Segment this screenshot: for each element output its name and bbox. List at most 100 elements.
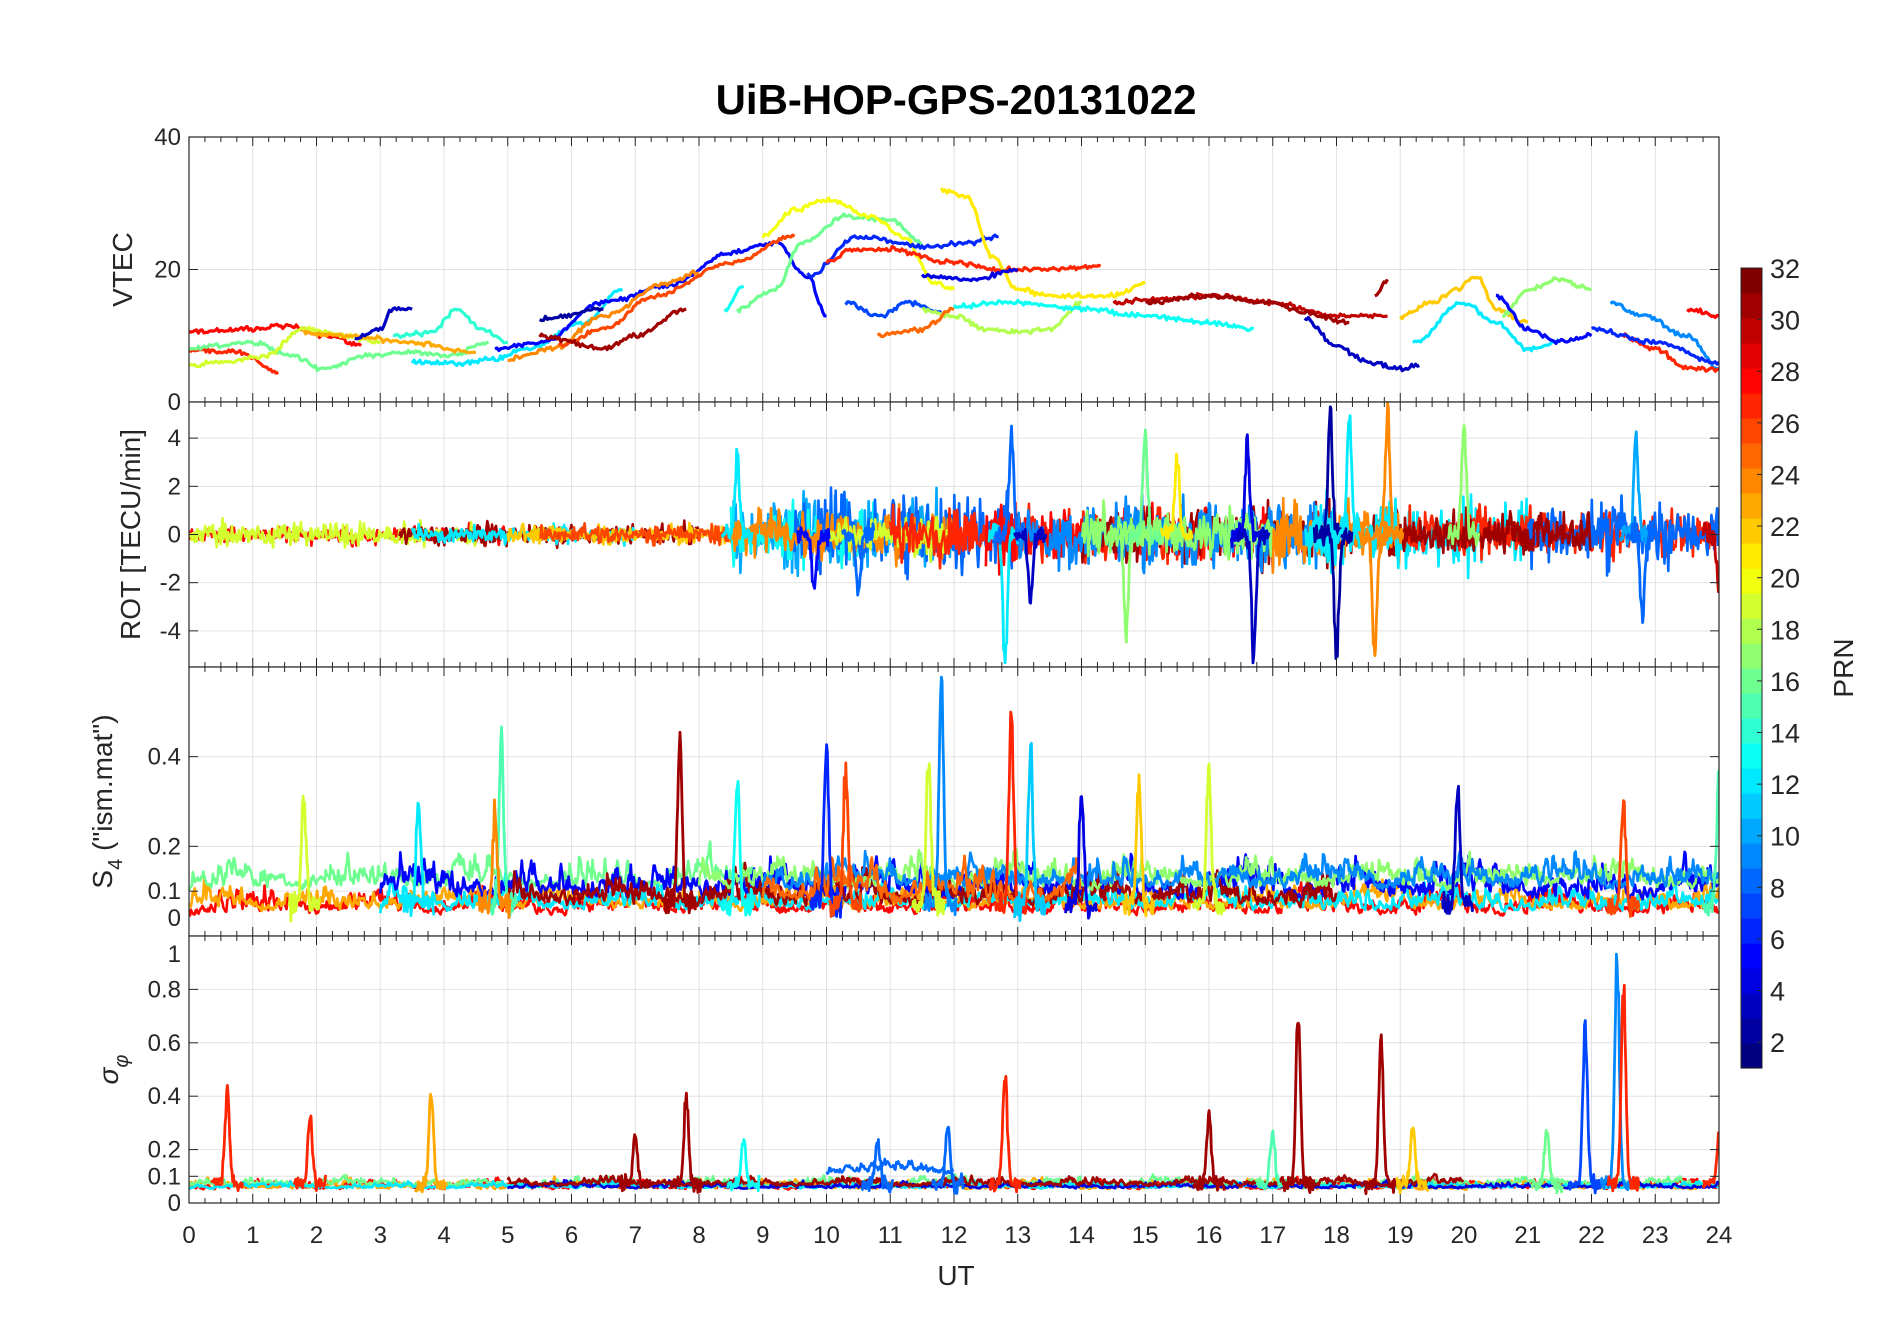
- colorbar-tick-label: 12: [1770, 770, 1800, 800]
- colorbar-tick-label: 26: [1770, 409, 1800, 439]
- colorbar-band-prn-22: [1741, 518, 1762, 544]
- series-line-prn-9: [1599, 952, 1634, 1192]
- series-line-prn-8: [841, 522, 876, 597]
- series-line-prn-16: [735, 212, 923, 314]
- colorbar-band-prn-24: [1741, 468, 1762, 494]
- series-line-prn-31: [668, 1091, 704, 1194]
- series-line-prn-20: [761, 196, 956, 291]
- y-tick-label: 0: [168, 522, 181, 549]
- series-line-prn-19: [911, 762, 946, 917]
- colorbar-tick-label: 14: [1770, 719, 1800, 749]
- series-line-prn-15: [484, 725, 519, 918]
- series-line-prn-27: [994, 710, 1029, 920]
- series-line-prn-31: [662, 730, 697, 915]
- series-line-prn-22: [1395, 1126, 1430, 1195]
- series-line-prn-6: [1591, 326, 1719, 366]
- x-tick-label: 7: [629, 1222, 642, 1249]
- colorbar-band-prn-18: [1741, 618, 1762, 644]
- series-line-prn-12: [720, 447, 754, 542]
- colorbar-band-prn-30: [1741, 318, 1762, 344]
- series-line-prn-21: [939, 187, 1146, 300]
- series-line-prn-23: [414, 1092, 448, 1194]
- series-line-prn-12: [379, 871, 1719, 914]
- x-tick-label: 2: [310, 1222, 323, 1249]
- chart-title: UiB-HOP-GPS-20131022: [716, 76, 1197, 123]
- colorbar-band-prn-31: [1741, 293, 1762, 319]
- y-axis-label-sigma: σφ: [93, 1055, 133, 1085]
- colorbar-band-prn-23: [1741, 493, 1762, 519]
- series-line-prn-31: [1280, 1021, 1316, 1194]
- series-line-prn-7: [1567, 1019, 1602, 1195]
- colorbar-tick-label: 32: [1770, 254, 1800, 284]
- y-tick-label: 4: [168, 425, 181, 452]
- series-line-prn-31: [1399, 506, 1592, 556]
- colorbar-band-prn-29: [1741, 343, 1762, 369]
- x-tick-label: 22: [1578, 1222, 1605, 1249]
- x-tick-label: 3: [374, 1222, 387, 1249]
- x-tick-label: 15: [1132, 1222, 1159, 1249]
- series-line-prn-31: [618, 1133, 653, 1193]
- y-tick-label: 0.1: [148, 1163, 181, 1190]
- y-label-tail: ("ism.mat"): [87, 714, 118, 858]
- series-line-prn-5: [1495, 293, 1593, 345]
- colorbar-tick-label: 22: [1770, 512, 1800, 542]
- x-tick-label: 0: [182, 1222, 195, 1249]
- series-line-prn-4: [920, 267, 1019, 283]
- colorbar-tick-label: 16: [1770, 667, 1800, 697]
- series-line-prn-27: [1606, 983, 1641, 1193]
- series-line-prn-8: [994, 424, 1028, 545]
- x-tick-label: 8: [692, 1222, 705, 1249]
- series-line-prn-27: [210, 1084, 245, 1192]
- colorbar-band-prn-11: [1741, 793, 1762, 819]
- series-line-prn-24: [477, 798, 512, 920]
- y-tick-label: 2: [168, 473, 181, 500]
- series-line-prn-27: [292, 1114, 327, 1192]
- x-tick-label: 9: [756, 1222, 769, 1249]
- colorbar-tick-label: 8: [1770, 873, 1785, 903]
- x-tick-label: 21: [1514, 1222, 1541, 1249]
- y-tick-label: 0.2: [148, 833, 181, 860]
- series-line-prn-22: [1121, 773, 1156, 918]
- colorbar-tick-label: 24: [1770, 460, 1800, 490]
- series-line-prn-3: [1236, 526, 1271, 665]
- colorbar-tick-label: 6: [1770, 925, 1785, 955]
- series-line-prn-8: [931, 1125, 965, 1195]
- series-line-prn-8: [1625, 522, 1660, 624]
- series-line-prn-8: [825, 1157, 955, 1175]
- colorbar-band-prn-14: [1741, 718, 1762, 744]
- series-line-prn-4: [1229, 433, 1265, 549]
- x-tick-label: 18: [1323, 1222, 1350, 1249]
- series-line-prn-3: [1303, 315, 1420, 373]
- y-tick-label: -2: [160, 570, 181, 597]
- y-tick-label: 0.4: [148, 1083, 181, 1110]
- y-tick-label: 0.4: [148, 744, 181, 771]
- series-line-prn-28: [1686, 307, 1719, 319]
- y-tick-label: 40: [154, 124, 181, 151]
- panel-vtec: 0 20 40 VTEC: [107, 124, 1720, 416]
- series-line-prn-18: [921, 300, 1082, 335]
- series-line-prn-31: [1145, 292, 1350, 326]
- colorbar-tick-label: 30: [1770, 306, 1800, 336]
- series-line-prn-26: [557, 233, 796, 348]
- colorbar-band-prn-3: [1741, 993, 1762, 1019]
- colorbar-band-prn-16: [1741, 668, 1762, 694]
- x-tick-label: 17: [1259, 1222, 1286, 1249]
- series-line-prn-8: [860, 1138, 895, 1194]
- series-line-prn-24: [507, 269, 700, 363]
- y-tick-label: 0.2: [148, 1137, 181, 1164]
- y-axis-label-rot: ROT [TECU/min]: [115, 429, 146, 640]
- series-line-prn-3: [1013, 526, 1048, 605]
- colorbar-band-prn-21: [1741, 543, 1762, 569]
- series-line-prn-13: [726, 1138, 761, 1193]
- series-line-prn-16: [1530, 1128, 1564, 1195]
- series-line-prn-14: [392, 307, 508, 345]
- series-line-prn-13: [723, 284, 745, 313]
- y-label-main: σ: [93, 1066, 124, 1084]
- series-line-prn-6: [809, 743, 844, 919]
- colorbar-tick-label: 20: [1770, 564, 1800, 594]
- y-label-subscript: φ: [111, 1055, 133, 1068]
- y-tick-label: 0.6: [148, 1030, 181, 1057]
